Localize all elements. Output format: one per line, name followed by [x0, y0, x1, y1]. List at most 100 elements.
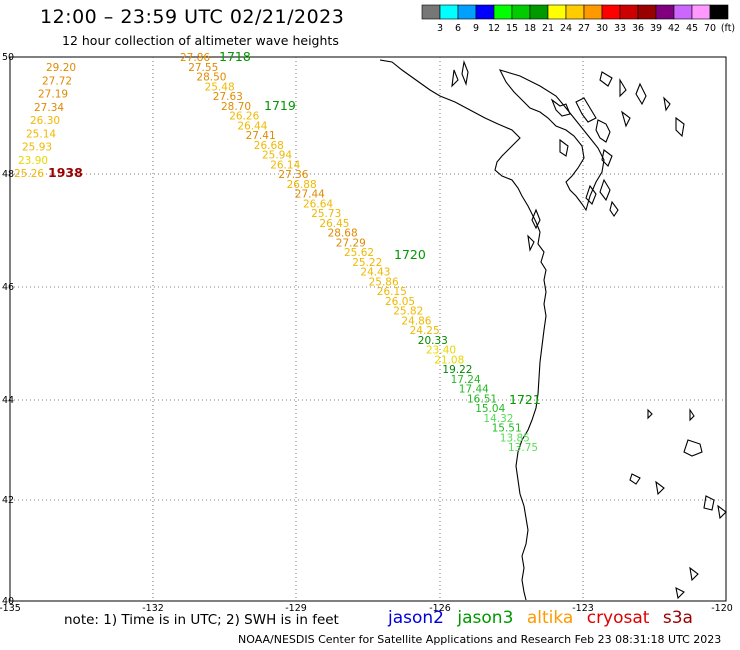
pass-time-label: 1938 [48, 165, 83, 180]
wave-height-value: 19.22 [442, 364, 472, 376]
coastline-segment [635, 82, 647, 106]
wave-height-value: 26.05 [385, 296, 415, 308]
wave-height-value: 27.44 [295, 189, 325, 201]
wave-height-value: 20.33 [418, 335, 448, 347]
wave-height-value: 26.45 [319, 218, 349, 230]
coastline-segment [531, 208, 541, 230]
wave-height-value: 27.34 [34, 102, 64, 114]
color-scale-label: (ft) [721, 23, 735, 34]
coastline-segment [559, 138, 569, 157]
pass-time-label: 1721 [509, 392, 541, 407]
wave-height-value: 27.63 [213, 91, 243, 103]
color-swatch [691, 4, 711, 20]
coastline-segment [655, 480, 665, 496]
wave-height-value: 17.24 [451, 374, 481, 386]
latitude-label: 44 [2, 395, 14, 406]
longitude-label: -129 [285, 603, 307, 614]
color-swatch [421, 4, 441, 20]
color-swatch [601, 4, 621, 20]
coastline-segment [550, 98, 571, 117]
coastline-segment [527, 234, 535, 252]
color-scale-label: 36 [632, 23, 644, 34]
footnote: note: 1) Time is in UTC; 2) SWH is in fe… [64, 612, 339, 628]
wave-height-value: 27.55 [188, 62, 218, 74]
wave-height-value: 28.70 [221, 101, 251, 113]
legend-s3a: s3a [662, 608, 693, 628]
coastline-segment [599, 178, 611, 202]
wave-height-value: 24.86 [401, 315, 431, 327]
legend-altika: altika [526, 608, 574, 628]
longitude-label: -135 [0, 603, 21, 614]
coastline-segment [595, 119, 611, 143]
wave-height-value: 14.32 [483, 413, 513, 425]
color-swatch [673, 4, 693, 20]
credit-line: NOAA/NESDIS Center for Satellite Applica… [238, 633, 722, 646]
latitude-label: 48 [2, 169, 14, 180]
wave-height-value: 26.26 [229, 111, 259, 123]
wave-height-value: 15.51 [492, 423, 522, 435]
wave-height-value: 25.73 [311, 208, 341, 220]
color-scale-label: 70 [704, 23, 716, 34]
color-scale-label: 6 [455, 23, 461, 34]
wave-height-value: 13.85 [500, 432, 530, 444]
color-scale-label: 9 [473, 23, 479, 34]
color-swatch [709, 4, 729, 20]
color-swatch [511, 4, 531, 20]
wave-height-value: 23.90 [18, 155, 48, 167]
satellite-legend: jason2 jason3 altika cryosat s3a [388, 608, 701, 628]
coastline-segment [703, 495, 715, 511]
wave-height-value: 25.14 [26, 128, 56, 140]
coastline-segment [663, 96, 671, 112]
color-scale-label: 45 [686, 23, 698, 34]
color-scale-label: 3 [437, 23, 443, 34]
color-scale-label: 15 [506, 23, 518, 34]
wave-height-value: 25.86 [369, 276, 399, 288]
wave-height-value: 27.36 [278, 169, 308, 181]
coastline-segment [621, 110, 631, 128]
color-swatch [547, 4, 567, 20]
coastline-segment [498, 69, 605, 212]
wave-height-value: 25.26 [14, 168, 44, 180]
coastline-segment [461, 59, 469, 87]
wave-height-value: 28.68 [328, 228, 358, 240]
pass-time-label: 1718 [219, 49, 251, 64]
axis-labels: -135 -132 -129 -126 -123 -120 50 48 46 44 42 40 [0, 52, 733, 614]
longitude-label: -126 [429, 603, 451, 614]
color-scale-label: 33 [614, 23, 626, 34]
latitude-label: 50 [2, 52, 14, 63]
color-swatch [619, 4, 639, 20]
map-subtitle: 12 hour collection of altimeter wave hei… [62, 33, 339, 48]
coastline-segment [451, 69, 459, 88]
wave-height-value: 23.40 [426, 345, 456, 357]
wave-height-value: 21.08 [434, 354, 464, 366]
wave-height-value: 26.88 [287, 179, 317, 191]
color-swatch [475, 4, 495, 20]
longitude-label: -123 [572, 603, 594, 614]
wave-height-value: 17.44 [459, 384, 489, 396]
color-scale-label: 24 [560, 23, 572, 34]
coastline-segment [647, 408, 653, 420]
coastline-segment [575, 97, 597, 123]
wave-height-value: 25.82 [393, 306, 423, 318]
coastline-segment [689, 566, 699, 582]
color-swatch [583, 4, 603, 20]
pass-time-label: 1720 [394, 247, 426, 262]
wave-height-value: 13.75 [508, 442, 538, 454]
latitude-label: 46 [2, 282, 14, 293]
color-swatch [457, 4, 477, 20]
wave-height-value: 24.43 [360, 267, 390, 279]
pass-time-label: 1719 [264, 98, 296, 113]
wave-height-value: 26.68 [254, 140, 284, 152]
wave-height-value: 26.14 [270, 159, 300, 171]
lat-lon-grid [10, 57, 726, 601]
legend-cryosat: cryosat [586, 608, 650, 628]
color-scale-label: 39 [650, 23, 662, 34]
color-scale-label: 27 [578, 23, 590, 34]
wave-height-value: 27.29 [336, 237, 366, 249]
wave-height-value: 27.19 [38, 89, 68, 101]
wave-height-value: 25.22 [352, 257, 382, 269]
color-scale-label: 42 [668, 23, 680, 34]
color-scale-label: 30 [596, 23, 608, 34]
wave-height-value: 26.64 [303, 198, 333, 210]
wave-height-value: 28.50 [196, 72, 226, 84]
